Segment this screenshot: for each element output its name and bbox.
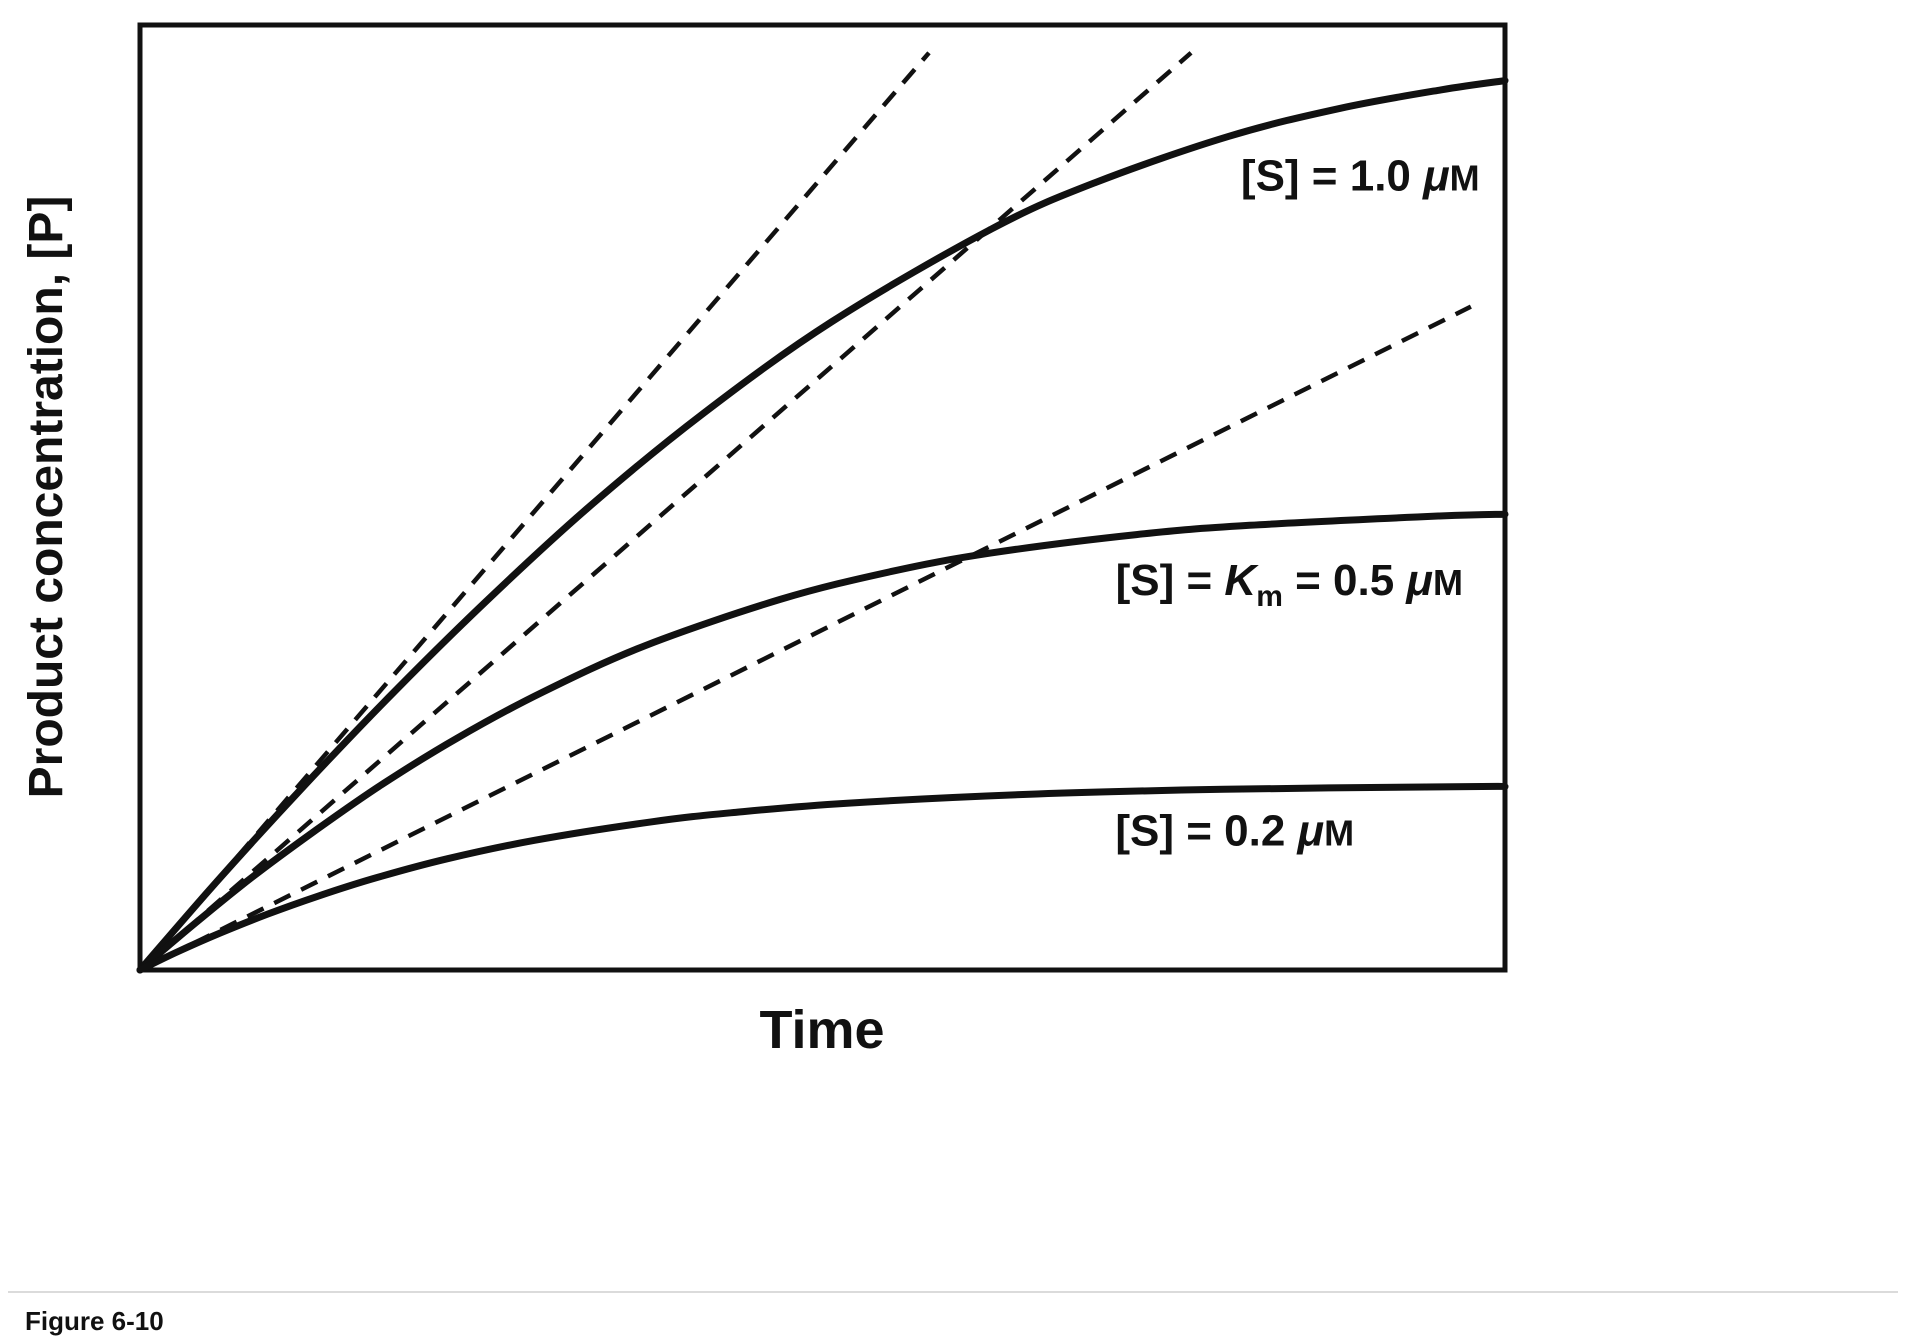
initial-rate-tangent-1 <box>138 51 931 972</box>
x-axis-label: Time <box>759 1000 884 1060</box>
curve-label-1: [S] = 1.0 μM <box>1241 151 1480 200</box>
progress-curves <box>136 77 1509 974</box>
progress-curve-1 <box>136 77 1509 974</box>
y-axis-label: Product concentration, [P] <box>20 196 73 799</box>
plot-frame <box>137 22 1508 973</box>
figure-caption: Figure 6-10 <box>25 1306 164 1336</box>
curve-label-3: [S] = 0.2 μM <box>1115 806 1354 855</box>
initial-rate-tangent-3 <box>138 304 1472 973</box>
curve-label-2: [S] = Km = 0.5 μM <box>1116 556 1463 613</box>
curve-labels: [S] = 1.0 μM [S] = Km = 0.5 μM [S] = 0.2 μ… <box>1115 151 1479 855</box>
progress-curve-3 <box>136 782 1509 974</box>
tangent-lines <box>138 51 1472 973</box>
progress-curve-2 <box>136 510 1509 974</box>
initial-rate-tangent-2 <box>138 51 1193 972</box>
